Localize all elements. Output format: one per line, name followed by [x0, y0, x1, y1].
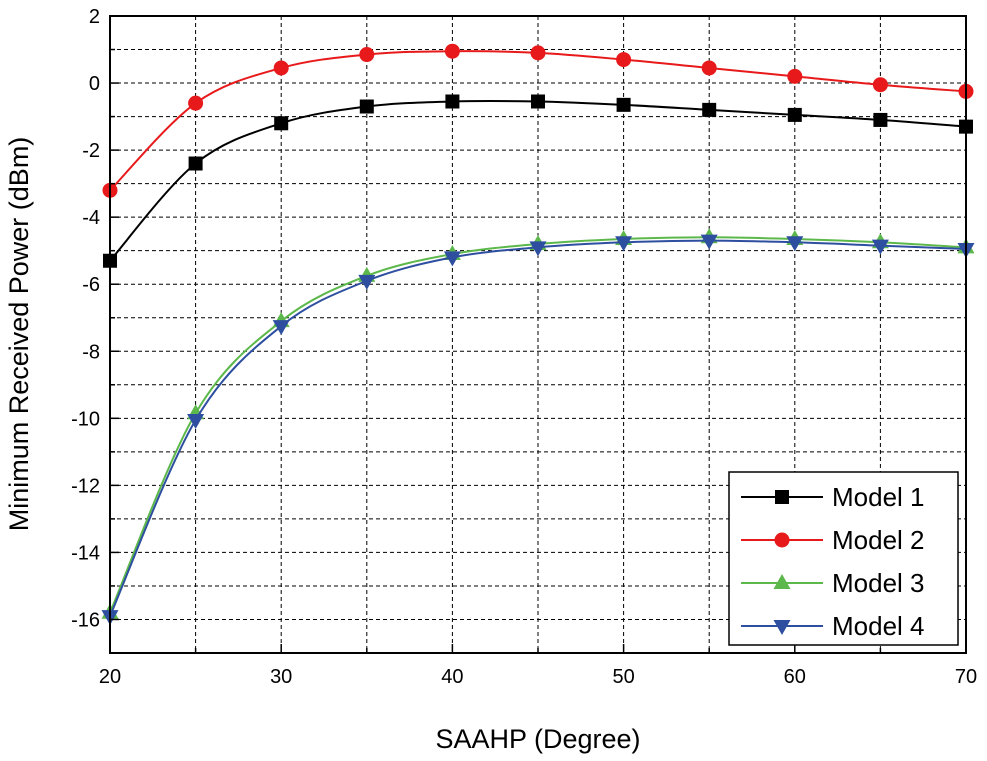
legend-marker: [773, 620, 791, 635]
y-tick-label: -10: [71, 408, 100, 430]
legend-box: [728, 471, 959, 646]
y-tick-label: -12: [71, 475, 100, 497]
x-tick-label: 50: [612, 666, 634, 688]
y-tick-label: -6: [82, 274, 100, 296]
x-axis-title: SAAHP (Degree): [435, 724, 640, 754]
legend-label: Model 2: [832, 525, 925, 555]
data-point: [531, 94, 545, 109]
y-tick-label: -4: [82, 207, 100, 229]
legend-label: Model 4: [832, 611, 925, 641]
data-point: [873, 112, 888, 127]
series-4: [101, 234, 975, 626]
y-tick-label: -8: [82, 341, 100, 363]
legend: Model 1 Model 2 Model 3 Model 4: [728, 471, 959, 646]
y-tick-label: -14: [71, 542, 100, 564]
legend-marker: [773, 574, 791, 589]
data-point: [786, 236, 804, 252]
legend-item: Model 3: [741, 568, 925, 598]
series-2: [102, 43, 974, 198]
data-point: [615, 236, 633, 252]
x-tick-label: 30: [270, 666, 292, 688]
data-point: [359, 47, 375, 63]
data-point: [616, 97, 631, 112]
data-point: [529, 241, 547, 257]
y-tick-label: 2: [89, 6, 100, 28]
legend-item: Model 4: [741, 611, 925, 641]
x-tick-label: 40: [441, 666, 463, 688]
data-point: [444, 43, 460, 59]
y-tick-label: -2: [82, 140, 100, 162]
axis-ticks: [109, 15, 967, 654]
data-point: [443, 251, 461, 267]
legend-marker: [775, 490, 789, 504]
x-tick-label: 70: [955, 666, 977, 688]
data-point: [445, 94, 460, 109]
data-point: [616, 52, 632, 68]
data-point: [274, 116, 289, 131]
x-tick-label: 20: [99, 666, 121, 688]
data-point: [787, 107, 802, 122]
data-point: [187, 413, 205, 429]
data-point: [702, 102, 717, 117]
y-tick-label: -16: [71, 609, 100, 631]
y-axis-title: Minimum Received Power (dBm): [4, 137, 34, 532]
series-line: [109, 239, 967, 617]
legend-label: Model 3: [832, 568, 925, 598]
data-point: [359, 99, 374, 114]
data-point: [530, 45, 546, 61]
series-1: [103, 94, 973, 268]
data-point: [358, 274, 376, 290]
data-point: [700, 234, 718, 250]
legend-item: Model 2: [741, 525, 925, 555]
data-point: [188, 156, 203, 171]
legend-item: Model 1: [741, 482, 925, 512]
data-point: [273, 60, 289, 76]
series-line: [109, 236, 967, 614]
legend-marker: [774, 532, 790, 548]
x-tick-label: 60: [784, 666, 806, 688]
data-point: [272, 320, 290, 336]
series-layer: [101, 43, 975, 626]
y-tick-label: 0: [89, 73, 100, 95]
data-point: [872, 77, 888, 93]
data-point: [787, 68, 803, 84]
legend-label: Model 1: [832, 482, 925, 512]
data-point: [701, 60, 717, 76]
data-point: [871, 239, 889, 255]
data-point: [188, 95, 204, 111]
